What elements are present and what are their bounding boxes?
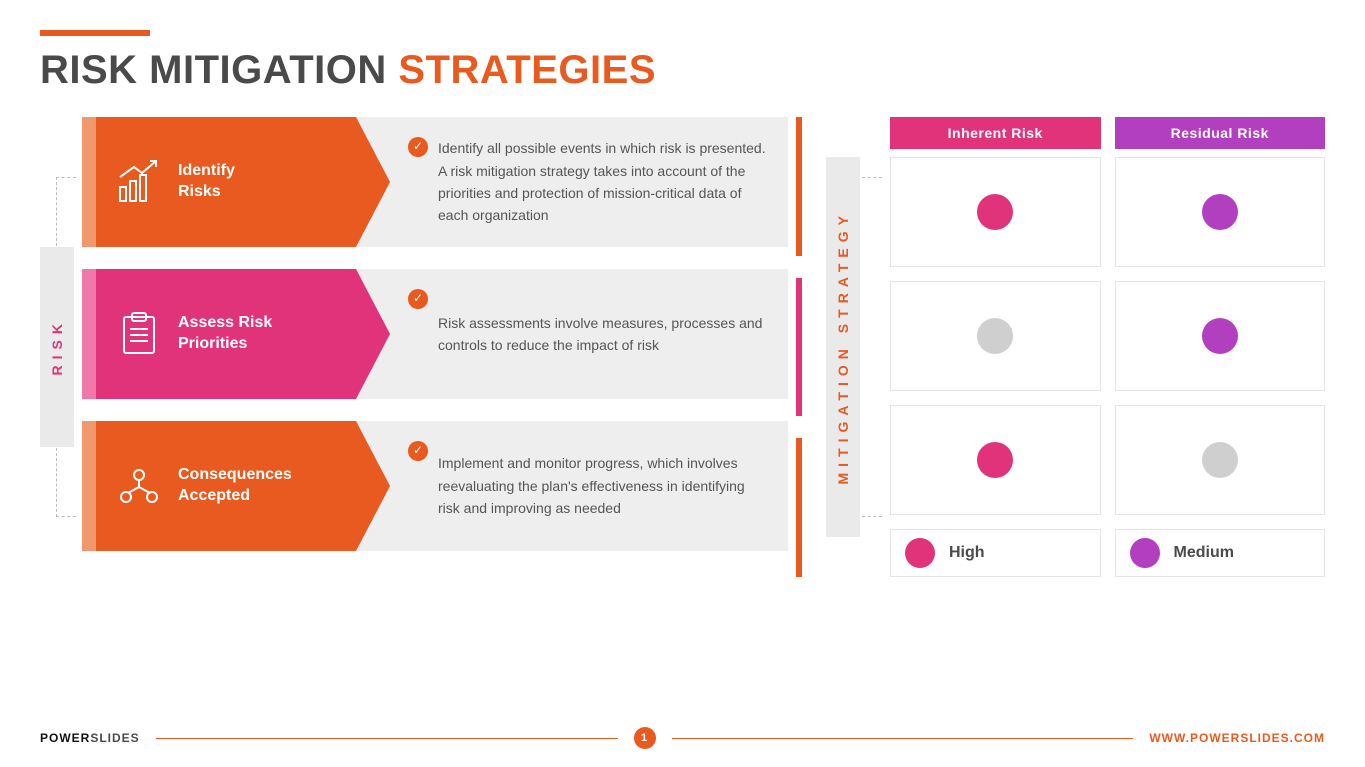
accent-bar [796, 278, 802, 417]
mitigation-label-text: MITIGATION STRATEGY [835, 210, 851, 484]
chart-up-icon [114, 157, 164, 207]
legend-label: High [949, 544, 985, 562]
row-arrow: Identify Risks [96, 117, 356, 247]
footer-url: WWW.POWERSLIDES.COM [1149, 731, 1325, 745]
footer-logo-light: SLIDES [90, 731, 139, 745]
legend-label: Medium [1174, 544, 1234, 562]
legend-high: High [890, 529, 1101, 577]
risk-dot [1202, 442, 1238, 478]
row-consequences: Consequences Accepted ✓ Implement and mo… [82, 421, 788, 551]
matrix-body [890, 157, 1325, 515]
risk-matrix: Inherent Risk Residual Risk High Medium [890, 117, 1325, 577]
row-arrow: Consequences Accepted [96, 421, 356, 551]
matrix-cell [890, 281, 1101, 391]
network-people-icon [114, 461, 164, 511]
matrix-cell [1115, 281, 1326, 391]
accent-bar [796, 117, 802, 256]
check-icon: ✓ [408, 137, 428, 157]
matrix-header: Inherent Risk Residual Risk [890, 117, 1325, 149]
dash-connector [56, 516, 76, 517]
slide: RISK MITIGATION STRATEGIES RISK [0, 0, 1365, 767]
row-title: Identify Risks [178, 161, 235, 203]
accent-bars [796, 117, 802, 577]
row-desc: ✓ Implement and monitor progress, which … [356, 421, 788, 551]
legend-dot [1130, 538, 1160, 568]
dash-connector [862, 177, 882, 178]
row-edge [82, 421, 96, 551]
risk-dot [977, 318, 1013, 354]
check-icon: ✓ [408, 289, 428, 309]
footer-line [156, 738, 618, 739]
row-edge [82, 269, 96, 399]
title-word-2: STRATEGIES [398, 48, 656, 92]
title-accent-bar [40, 30, 150, 36]
clipboard-icon [114, 309, 164, 359]
footer-logo: POWERSLIDES [40, 731, 140, 745]
matrix-legend: High Medium [890, 529, 1325, 577]
process-rows: Identify Risks ✓ Identify all possible e… [82, 117, 788, 577]
risk-label-text: RISK [49, 318, 65, 375]
row-assess: Assess Risk Priorities ✓ Risk assessment… [82, 269, 788, 399]
risk-dot [977, 194, 1013, 230]
legend-medium: Medium [1115, 529, 1326, 577]
matrix-cell [890, 157, 1101, 267]
row-title: Consequences Accepted [178, 465, 292, 507]
risk-label: RISK [40, 247, 74, 447]
risk-dot [1202, 318, 1238, 354]
header-inherent: Inherent Risk [890, 117, 1101, 149]
title-word-1: RISK MITIGATION [40, 48, 387, 92]
matrix-cell [1115, 405, 1326, 515]
dash-connector [56, 177, 76, 178]
page-number: 1 [634, 727, 656, 749]
row-desc-text: Risk assessments involve measures, proce… [438, 312, 768, 357]
dash-connector [862, 516, 882, 517]
risk-dot [977, 442, 1013, 478]
process-panel: RISK [40, 117, 860, 577]
risk-dot [1202, 194, 1238, 230]
footer-logo-bold: POWER [40, 731, 90, 745]
row-desc-text: Implement and monitor progress, which in… [438, 452, 768, 519]
matrix-cell [1115, 157, 1326, 267]
mitigation-label: MITIGATION STRATEGY [826, 157, 860, 537]
row-arrow: Assess Risk Priorities [96, 269, 356, 399]
main-layout: RISK [40, 117, 1325, 577]
row-desc: ✓ Risk assessments involve measures, pro… [356, 269, 788, 399]
row-title: Assess Risk Priorities [178, 313, 272, 355]
row-desc-text: Identify all possible events in which ri… [438, 137, 768, 227]
row-edge [82, 117, 96, 247]
check-icon: ✓ [408, 441, 428, 461]
slide-title: RISK MITIGATION STRATEGIES [40, 48, 1325, 93]
footer-line [672, 738, 1134, 739]
header-residual: Residual Risk [1115, 117, 1326, 149]
row-identify: Identify Risks ✓ Identify all possible e… [82, 117, 788, 247]
row-desc: ✓ Identify all possible events in which … [356, 117, 788, 247]
matrix-cell [890, 405, 1101, 515]
footer: POWERSLIDES 1 WWW.POWERSLIDES.COM [40, 727, 1325, 749]
accent-bar [796, 438, 802, 577]
legend-dot [905, 538, 935, 568]
